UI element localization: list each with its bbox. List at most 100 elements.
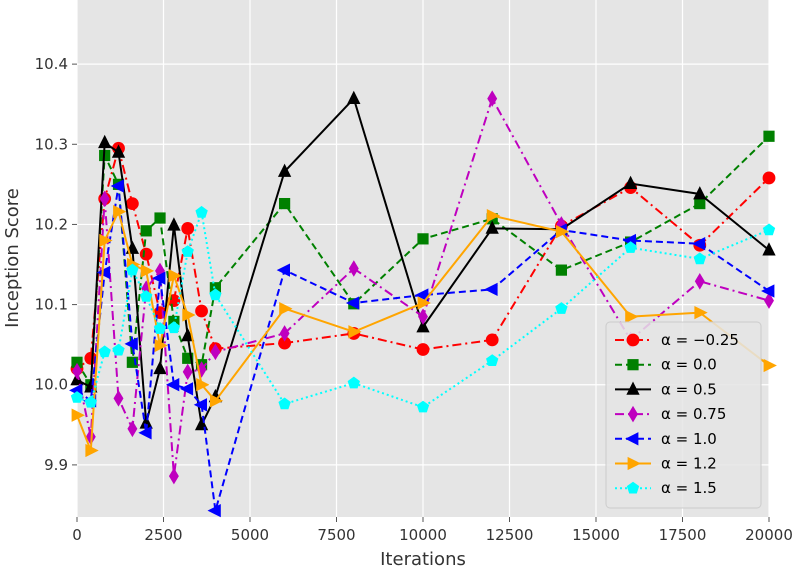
data-point <box>98 134 112 149</box>
data-point <box>761 284 775 298</box>
data-point <box>625 309 639 324</box>
data-point <box>415 288 429 302</box>
data-point <box>763 130 775 142</box>
data-point <box>126 356 138 368</box>
data-point <box>416 319 430 333</box>
data-point <box>98 345 111 358</box>
legend-marker <box>628 405 638 423</box>
legend-label: α = 1.0 <box>661 430 717 448</box>
data-point <box>762 242 776 256</box>
data-point <box>348 260 359 277</box>
data-point <box>416 343 430 356</box>
data-point <box>154 212 166 224</box>
legend-label: α = 1.2 <box>661 455 717 473</box>
x-tick-label: 15000 <box>572 526 620 544</box>
x-tick-label: 20000 <box>745 526 793 544</box>
data-point <box>182 363 193 381</box>
data-point <box>181 222 195 235</box>
data-point <box>417 296 431 310</box>
data-point <box>182 308 196 322</box>
data-point <box>209 288 222 301</box>
data-point <box>276 263 291 277</box>
data-point <box>762 223 776 236</box>
data-point <box>168 269 182 283</box>
data-point <box>195 205 208 218</box>
data-point <box>691 237 706 251</box>
legend-marker <box>626 333 640 347</box>
x-tick-label: 10000 <box>399 526 447 544</box>
legend-item: α = 0.5 <box>615 380 717 398</box>
y-axis-title: Inception Score <box>2 188 23 328</box>
x-axis-title: Iterations <box>380 549 466 570</box>
legend-label: α = 1.5 <box>661 479 717 497</box>
series-6 <box>71 204 777 458</box>
data-point <box>278 197 291 210</box>
y-tick-label: 10.1 <box>35 296 68 314</box>
legend-marker <box>627 359 639 371</box>
legend-label: α = 0.5 <box>661 380 717 398</box>
legend-marker <box>626 381 640 395</box>
data-point <box>126 263 139 276</box>
data-point <box>154 338 168 353</box>
data-point <box>555 302 568 314</box>
x-tick-label: 5000 <box>231 526 269 544</box>
data-point <box>71 408 85 422</box>
data-point <box>624 241 637 253</box>
axes: 0 2500 5000 7500 10000 12500 15000 17500 20000 9.… <box>35 55 793 544</box>
data-point <box>138 426 152 440</box>
data-point <box>209 394 224 408</box>
legend-label: α = 0.75 <box>661 405 726 423</box>
data-point <box>84 395 97 408</box>
data-point <box>210 343 221 361</box>
data-point <box>485 333 499 347</box>
data-point <box>140 290 153 302</box>
data-point <box>763 358 777 373</box>
data-point <box>764 292 774 309</box>
x-tick-label: 2500 <box>144 526 182 544</box>
data-point <box>555 264 568 276</box>
legend-item: α = −0.25 <box>615 331 739 349</box>
data-point <box>140 225 152 237</box>
legend-label: α = −0.25 <box>661 331 739 349</box>
data-point <box>125 197 139 210</box>
y-tick-label: 10.3 <box>35 135 68 153</box>
data-point <box>417 233 429 245</box>
data-point <box>124 337 138 351</box>
data-point <box>112 343 125 356</box>
series-7 <box>70 205 776 413</box>
legend-item: α = 0.0 <box>615 356 717 374</box>
data-point <box>181 245 194 257</box>
data-point <box>196 378 210 392</box>
data-point <box>111 144 126 158</box>
y-tick-label: 10.0 <box>35 376 68 394</box>
series-4 <box>72 90 774 485</box>
data-point <box>487 90 498 107</box>
data-point <box>153 360 167 375</box>
x-tick-label: 12500 <box>486 526 534 544</box>
data-point <box>207 503 221 518</box>
x-tick-label: 17500 <box>659 526 707 544</box>
legend-box <box>605 321 762 509</box>
x-tick-label: 0 <box>72 526 82 544</box>
data-point <box>113 390 124 407</box>
data-point <box>182 352 194 364</box>
data-point <box>152 271 166 285</box>
data-point <box>347 90 361 104</box>
data-point <box>762 171 776 185</box>
data-point <box>70 391 84 403</box>
data-point <box>179 382 194 396</box>
data-point <box>693 252 706 265</box>
data-point <box>113 204 127 219</box>
data-point <box>347 376 360 389</box>
data-point <box>139 247 153 261</box>
data-point <box>279 301 293 316</box>
legend-label: α = 0.0 <box>661 356 717 374</box>
data-point <box>99 190 110 208</box>
data-point <box>167 217 181 231</box>
series-group <box>69 90 777 518</box>
legend-item: α = 0.75 <box>615 405 726 423</box>
legend-item: α = 1.5 <box>615 479 717 497</box>
data-point <box>153 322 167 334</box>
data-point <box>485 220 499 234</box>
